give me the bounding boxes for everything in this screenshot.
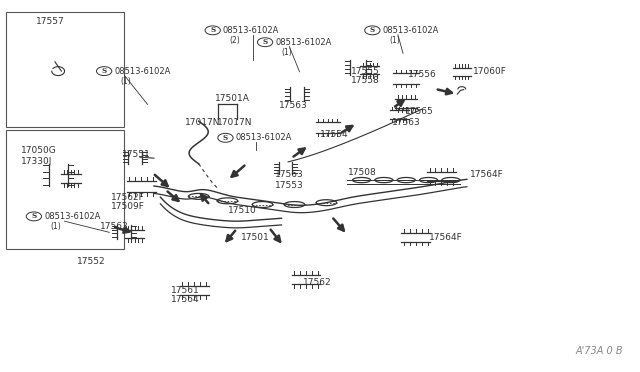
- Text: 08513-6102A: 08513-6102A: [236, 133, 292, 142]
- Text: 17564: 17564: [172, 295, 200, 304]
- Text: (2): (2): [229, 36, 240, 45]
- Text: S: S: [370, 26, 375, 34]
- Bar: [6, 12, 124, 127]
- Text: 17510: 17510: [228, 206, 257, 215]
- Text: (1): (1): [51, 222, 61, 231]
- Text: 17553: 17553: [275, 181, 304, 190]
- Text: 17564F: 17564F: [429, 233, 462, 243]
- Text: 17509F: 17509F: [111, 202, 145, 211]
- Text: (1): (1): [389, 36, 400, 45]
- Text: 17060F: 17060F: [473, 67, 507, 76]
- Text: A'73A 0 B: A'73A 0 B: [576, 346, 623, 356]
- Text: 17501A: 17501A: [215, 94, 250, 103]
- Text: 17565: 17565: [405, 108, 434, 116]
- Text: (1): (1): [282, 48, 292, 57]
- Text: 08513-6102A: 08513-6102A: [44, 212, 100, 221]
- Text: 17563: 17563: [279, 101, 308, 110]
- Text: 17017N: 17017N: [216, 118, 252, 127]
- Text: 08513-6102A: 08513-6102A: [383, 26, 439, 35]
- Text: 17561: 17561: [172, 286, 200, 295]
- Text: S: S: [210, 26, 215, 34]
- Text: S: S: [223, 134, 228, 142]
- Text: 17562: 17562: [303, 278, 332, 287]
- Text: 17508: 17508: [348, 168, 376, 177]
- Text: 08513-6102A: 08513-6102A: [223, 26, 279, 35]
- Text: 17563: 17563: [392, 118, 421, 127]
- Text: 17557: 17557: [36, 17, 65, 26]
- Text: 17558: 17558: [351, 76, 380, 85]
- Text: S: S: [31, 212, 36, 220]
- Text: 17552: 17552: [77, 257, 106, 266]
- Text: 17554: 17554: [320, 130, 349, 140]
- Text: 17551: 17551: [122, 150, 151, 159]
- Text: 17564F: 17564F: [470, 170, 504, 179]
- Text: S: S: [102, 67, 107, 75]
- Text: 17563: 17563: [275, 170, 304, 179]
- Text: 17563: 17563: [100, 222, 129, 231]
- Text: 17330J: 17330J: [21, 157, 52, 166]
- Text: 17050G: 17050G: [21, 146, 57, 155]
- Text: 17501: 17501: [241, 233, 269, 243]
- Text: 08513-6102A: 08513-6102A: [115, 67, 171, 76]
- Text: 17017N: 17017N: [184, 118, 220, 127]
- Text: (1): (1): [121, 77, 131, 86]
- Text: 17556: 17556: [408, 70, 436, 79]
- Text: 17555: 17555: [351, 67, 380, 76]
- Text: S: S: [262, 38, 268, 46]
- Text: 17562F: 17562F: [111, 193, 145, 202]
- Bar: [6, 131, 124, 249]
- Text: 08513-6102A: 08513-6102A: [275, 38, 332, 47]
